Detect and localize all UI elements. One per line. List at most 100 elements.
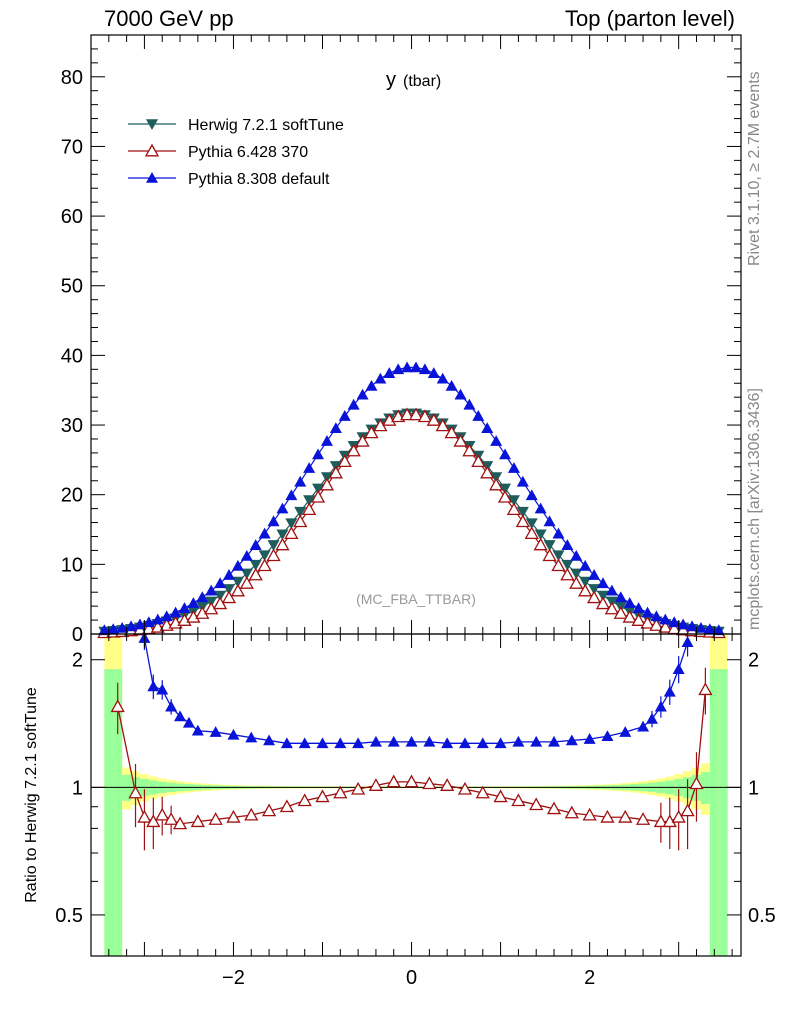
data-point-pythia8 bbox=[294, 475, 307, 487]
ratio-point-pythia6 bbox=[582, 807, 597, 821]
data-point-pythia6 bbox=[435, 418, 450, 432]
data-point-herwig bbox=[579, 576, 592, 588]
ratio-point-pythia6 bbox=[440, 778, 455, 791]
data-point-pythia8 bbox=[570, 549, 583, 561]
y-tick-label: 60 bbox=[61, 206, 83, 228]
ratio-point-pythia6 bbox=[457, 781, 473, 795]
watermark: (MC_FBA_TTBAR) bbox=[356, 591, 476, 607]
data-point-pythia8 bbox=[561, 539, 574, 550]
data-point-pythia8 bbox=[677, 618, 690, 630]
data-point-pythia6 bbox=[658, 619, 673, 633]
ratio-point-pythia8 bbox=[280, 737, 293, 749]
ratio-point-pythia6 bbox=[110, 699, 125, 713]
data-point-pythia6 bbox=[453, 433, 468, 447]
data-point-herwig bbox=[276, 529, 289, 541]
ratio-point-pythia8 bbox=[512, 735, 525, 747]
data-point-herwig bbox=[543, 540, 556, 551]
ratio-y-tick-label: 1 bbox=[72, 777, 83, 799]
ratio-point-pythia6 bbox=[155, 807, 170, 821]
data-point-pythia8 bbox=[694, 621, 707, 633]
ratio-point-pythia8 bbox=[565, 734, 578, 746]
ratio-point-pythia6 bbox=[172, 816, 188, 830]
data-point-pythia8 bbox=[303, 462, 316, 473]
data-point-pythia6 bbox=[239, 576, 254, 589]
data-point-pythia8 bbox=[614, 591, 627, 603]
ratio-point-pythia6 bbox=[190, 814, 205, 828]
data-point-herwig bbox=[285, 518, 298, 530]
data-point-pythia8 bbox=[659, 613, 672, 625]
data-point-pythia8 bbox=[401, 361, 414, 373]
data-point-pythia6 bbox=[328, 465, 343, 479]
data-point-herwig bbox=[490, 472, 503, 484]
data-point-pythia8 bbox=[347, 398, 360, 410]
ratio-point-pythia8 bbox=[334, 737, 347, 749]
legend-label-pythia6: Pythia 6.428 370 bbox=[188, 144, 308, 161]
ratio-point-pythia6 bbox=[128, 785, 143, 799]
data-point-pythia8 bbox=[427, 367, 440, 378]
data-point-pythia8 bbox=[116, 621, 129, 633]
x-tick-label: −2 bbox=[222, 967, 245, 989]
ratio-point-pythia8 bbox=[316, 737, 329, 749]
data-point-herwig bbox=[561, 559, 574, 571]
data-point-pythia8 bbox=[641, 606, 654, 618]
data-point-pythia6 bbox=[631, 613, 646, 626]
ratio-point-pythia8 bbox=[147, 680, 160, 692]
data-point-pythia8 bbox=[623, 597, 636, 608]
legend-marker-pythia8 bbox=[146, 172, 158, 183]
data-point-pythia8 bbox=[249, 539, 262, 550]
data-point-pythia8 bbox=[436, 372, 449, 384]
ratio-point-pythia8 bbox=[209, 726, 222, 737]
ratio-point-pythia6 bbox=[244, 807, 259, 821]
data-point-herwig bbox=[303, 495, 316, 507]
data-point-pythia8 bbox=[160, 610, 173, 622]
data-point-herwig bbox=[596, 590, 609, 602]
ratio-point-pythia6 bbox=[261, 803, 277, 817]
data-point-pythia6 bbox=[471, 454, 486, 468]
data-point-pythia8 bbox=[223, 569, 236, 580]
ratio-point-pythia6 bbox=[226, 809, 241, 823]
data-point-pythia6 bbox=[248, 567, 263, 581]
data-point-herwig bbox=[294, 506, 307, 518]
data-point-herwig bbox=[240, 568, 253, 580]
ratio-point-pythia6 bbox=[315, 789, 330, 803]
data-point-herwig bbox=[499, 483, 512, 495]
legend-label-herwig: Herwig 7.2.1 softTune bbox=[188, 117, 344, 134]
ratio-point-pythia8 bbox=[441, 737, 454, 749]
data-point-pythia8 bbox=[552, 527, 565, 539]
ratio-point-pythia6 bbox=[564, 805, 579, 819]
data-point-pythia8 bbox=[151, 613, 164, 625]
data-point-pythia8 bbox=[588, 569, 601, 580]
data-point-pythia6 bbox=[186, 609, 201, 623]
data-point-pythia8 bbox=[107, 623, 120, 635]
data-point-pythia8 bbox=[133, 618, 146, 630]
data-point-pythia6 bbox=[346, 443, 361, 457]
y-tick-label: 80 bbox=[61, 67, 83, 89]
ratio-point-pythia8 bbox=[530, 735, 543, 747]
data-point-pythia8 bbox=[499, 448, 512, 460]
data-point-pythia8 bbox=[686, 620, 699, 632]
data-point-pythia8 bbox=[178, 602, 191, 613]
ratio-point-pythia8 bbox=[423, 735, 436, 747]
ratio-point-pythia6 bbox=[529, 797, 544, 811]
ratio-point-pythia6 bbox=[146, 814, 161, 828]
data-point-pythia6 bbox=[586, 590, 602, 604]
band-inner bbox=[718, 669, 728, 956]
data-point-pythia8 bbox=[374, 372, 387, 384]
data-point-pythia6 bbox=[497, 489, 513, 503]
data-point-pythia8 bbox=[320, 435, 333, 446]
ratio-point-pythia8 bbox=[654, 700, 667, 712]
ratio-point-pythia6 bbox=[653, 814, 668, 828]
data-point-pythia8 bbox=[392, 363, 405, 375]
ratio-point-pythia8 bbox=[156, 683, 169, 695]
data-point-pythia6 bbox=[595, 596, 611, 610]
ratio-point-pythia8 bbox=[548, 735, 561, 747]
y-tick-label: 0 bbox=[72, 624, 83, 646]
data-point-herwig bbox=[507, 495, 520, 507]
data-point-pythia8 bbox=[125, 620, 138, 632]
data-point-pythia8 bbox=[445, 379, 458, 391]
data-point-pythia6 bbox=[515, 514, 530, 528]
data-point-pythia8 bbox=[312, 448, 325, 460]
ratio-point-pythia6 bbox=[351, 781, 366, 795]
data-point-pythia8 bbox=[338, 410, 351, 421]
data-point-pythia8 bbox=[187, 597, 200, 608]
